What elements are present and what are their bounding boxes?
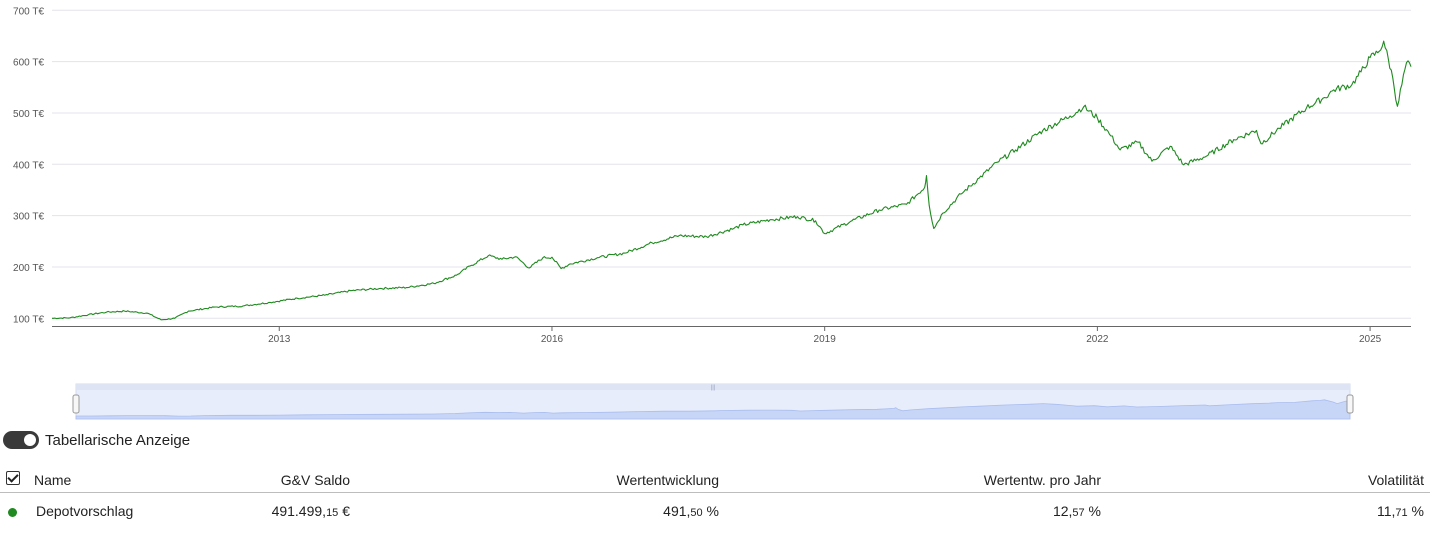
navigator-grip[interactable]: ||| <box>711 385 716 391</box>
series-line <box>52 40 1412 321</box>
y-tick-label: 300 T€ <box>13 212 44 223</box>
y-tick-label: 400 T€ <box>13 160 44 171</box>
toggle-knob <box>24 434 36 446</box>
header-saldo[interactable]: G&V Saldo <box>280 472 350 488</box>
header-wertentwicklung[interactable]: Wertentwicklung <box>616 472 719 488</box>
y-tick-label: 500 T€ <box>13 109 44 120</box>
navigator-scrollbar[interactable] <box>76 384 1350 390</box>
navigator-right-handle[interactable] <box>1346 394 1354 414</box>
price-chart: 100 T€ 200 T€ 300 T€ 400 T€ 500 T€ 600 T€ 700 … <box>13 6 1412 345</box>
header-volatilitaet[interactable]: Volatilität <box>1367 472 1424 488</box>
x-tick-label: 2016 <box>541 334 564 345</box>
navigator-series-area <box>75 399 1351 420</box>
select-all-checkbox[interactable] <box>6 471 20 485</box>
table-row[interactable]: Depotvorschlag 491.499,15 € 491,50 % 12,… <box>0 493 1430 525</box>
row-wertentwicklung-pro-jahr: 12,57 % <box>1052 503 1101 519</box>
series-color-dot <box>8 508 17 517</box>
navigator-left-handle[interactable] <box>72 394 80 414</box>
table-header: Name G&V Saldo Wertentwicklung Wertentw.… <box>0 468 1430 493</box>
header-name[interactable]: Name <box>34 472 72 488</box>
header-wertentwicklung-pro-jahr[interactable]: Wertentw. pro Jahr <box>983 472 1101 488</box>
y-tick-label: 200 T€ <box>13 263 44 274</box>
table-view-toggle[interactable] <box>3 431 39 449</box>
toggle-label: Tabellarische Anzeige <box>45 431 191 449</box>
row-wertentwicklung: 491,50 % <box>663 503 719 519</box>
y-tick-label: 700 T€ <box>13 6 44 17</box>
row-volatilitaet: 11,71 % <box>1376 503 1424 519</box>
row-name: Depotvorschlag <box>36 503 134 519</box>
row-saldo: 491.499,15 € <box>271 503 350 519</box>
table-toggle-row: Tabellarische Anzeige <box>3 430 190 450</box>
x-tick-label: 2022 <box>1086 334 1109 345</box>
x-tick-label: 2019 <box>814 334 837 345</box>
x-tick-label: 2025 <box>1359 334 1382 345</box>
y-tick-label: 100 T€ <box>13 314 44 325</box>
range-navigator[interactable]: ||| <box>0 378 1439 424</box>
performance-table: Name G&V Saldo Wertentwicklung Wertentw.… <box>0 468 1430 525</box>
y-tick-label: 600 T€ <box>13 58 44 69</box>
x-tick-label: 2013 <box>268 334 291 345</box>
